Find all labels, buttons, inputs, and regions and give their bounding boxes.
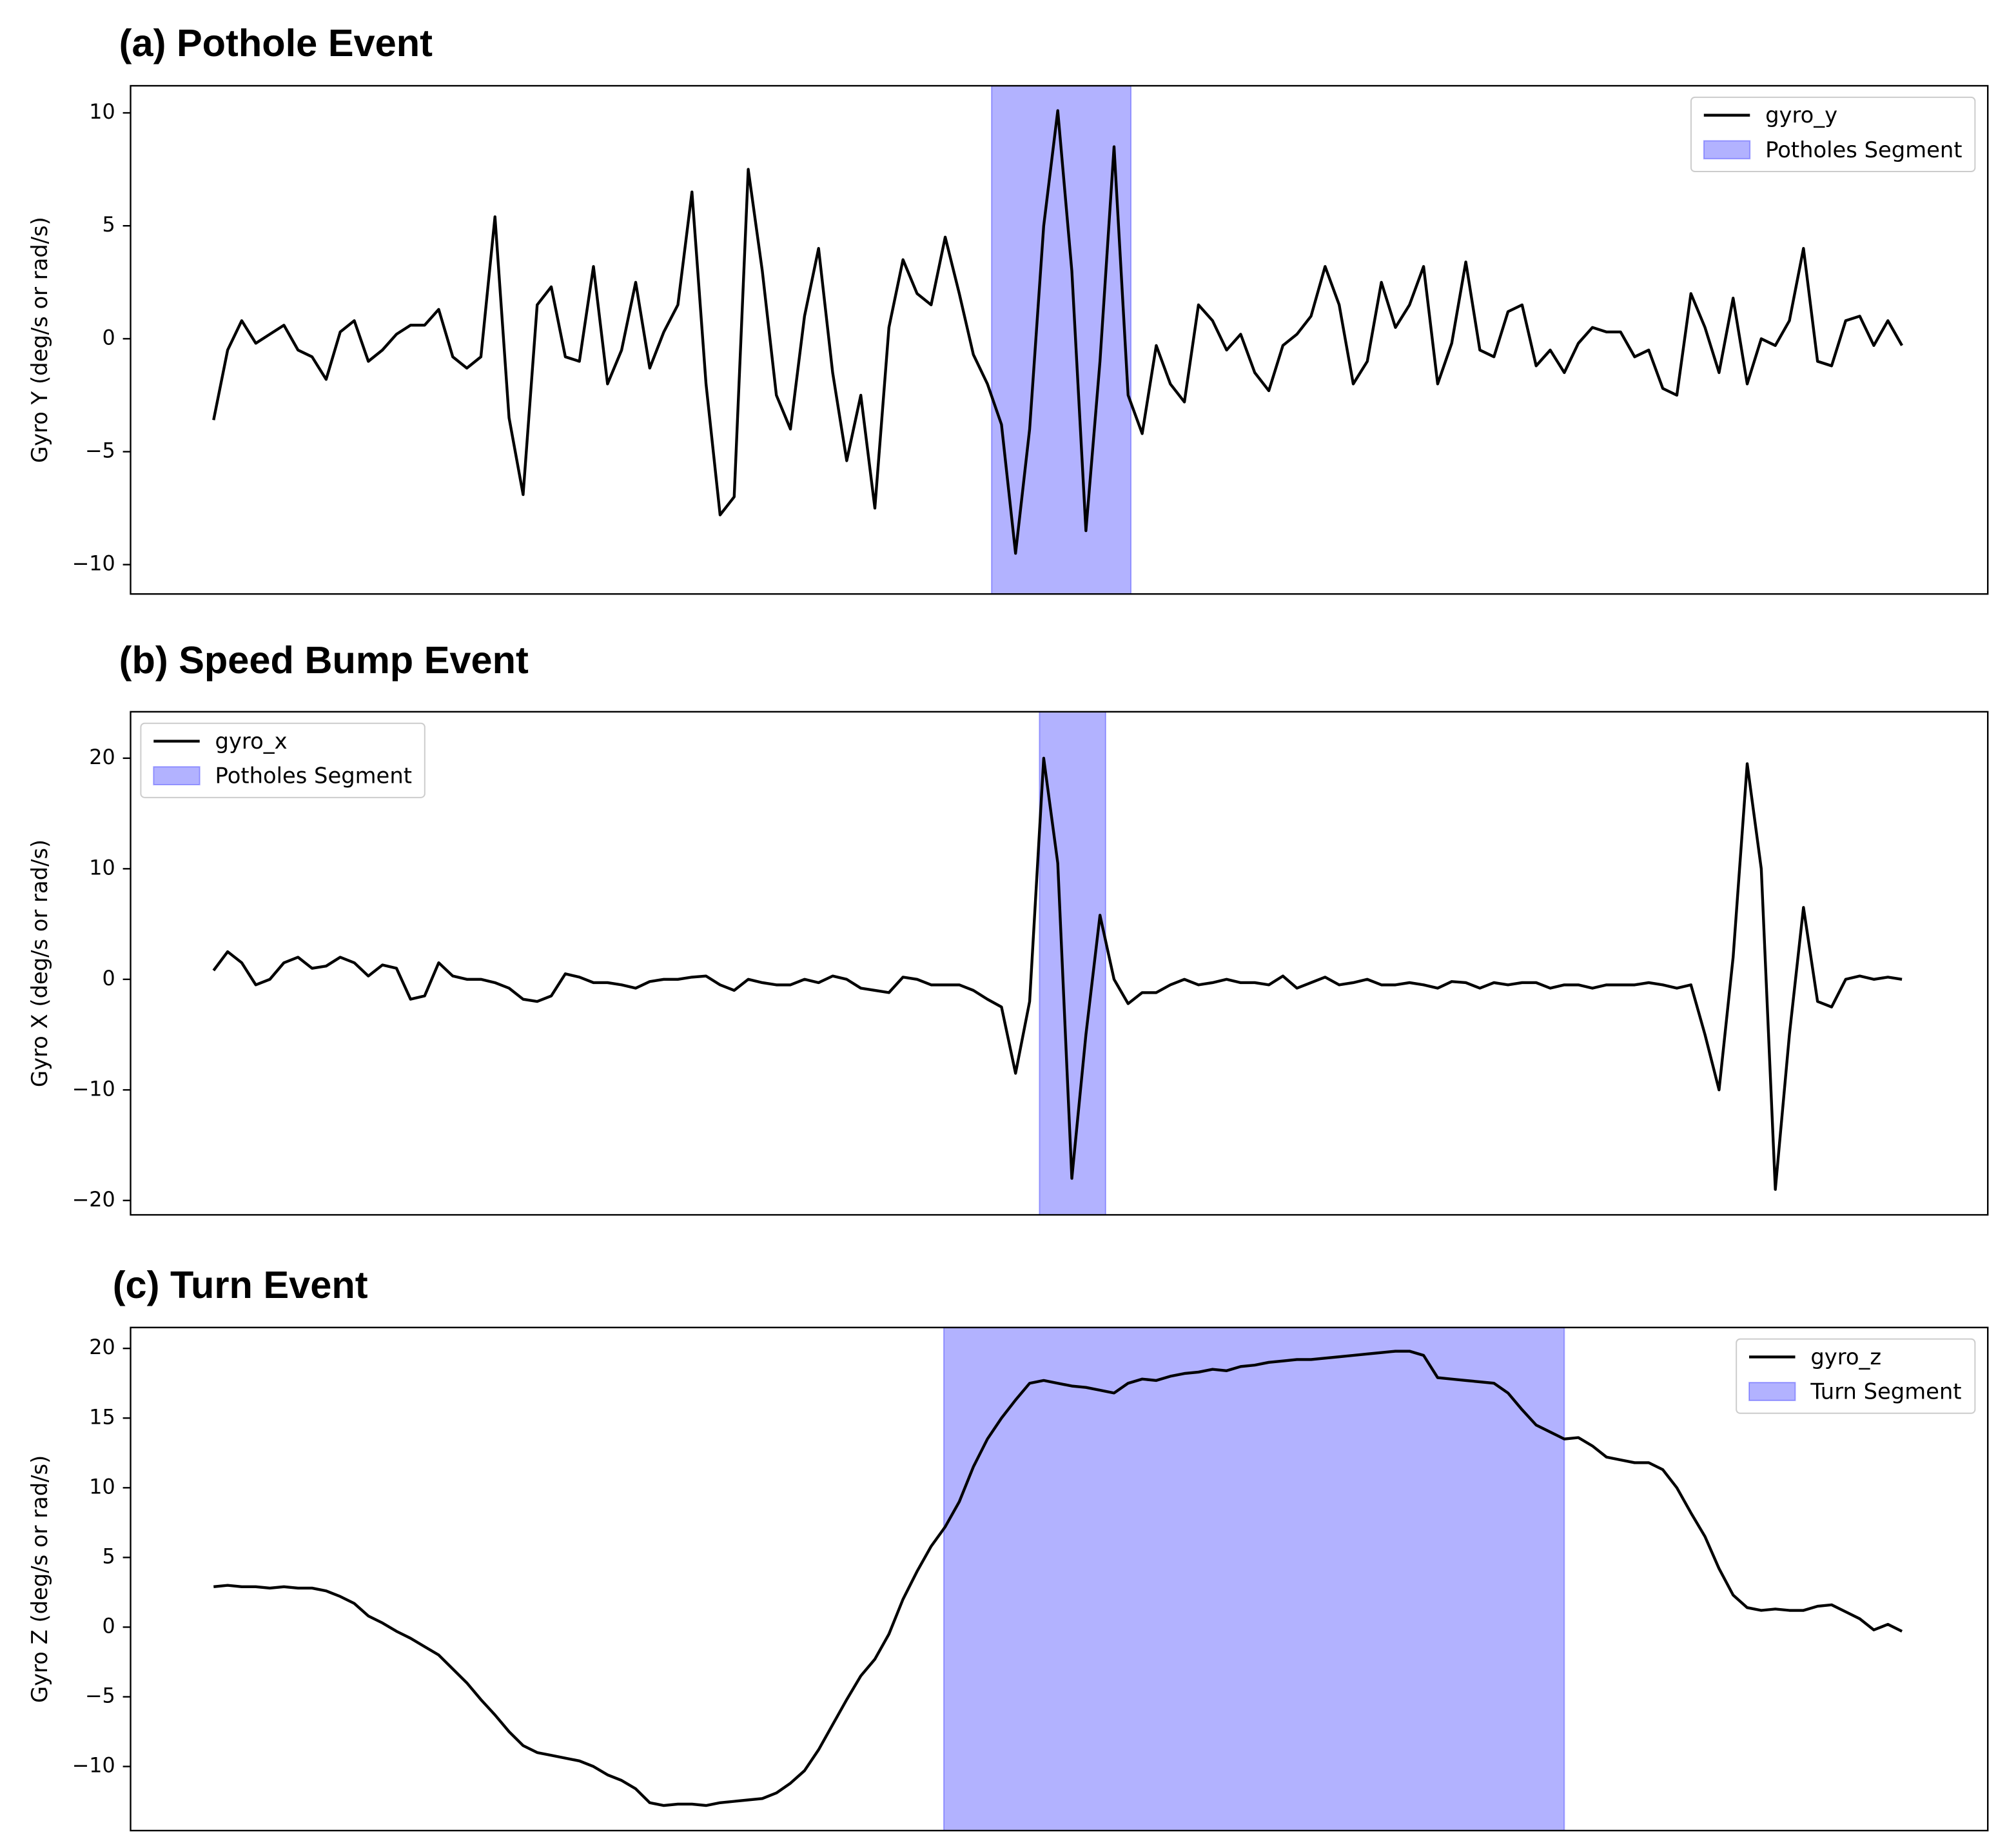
legend: gyro_x Potholes Segment <box>140 722 426 798</box>
y-tick-label: 10 <box>89 856 115 880</box>
plot-frame <box>130 711 1989 1216</box>
y-tick-label: 20 <box>89 746 115 769</box>
legend-label: Potholes Segment <box>215 763 412 789</box>
legend-label: Potholes Segment <box>1765 137 1962 162</box>
y-tick-label: 20 <box>89 1336 115 1359</box>
legend-label: gyro_z <box>1810 1344 1881 1370</box>
legend-swatch <box>153 766 201 785</box>
chart-title: (a) Pothole Event <box>119 21 433 64</box>
data-line <box>213 1350 1903 1807</box>
legend-label: Turn Segment <box>1810 1379 1961 1404</box>
legend-frame <box>1690 96 1976 173</box>
legend-frame <box>140 722 426 798</box>
data-line <box>212 756 1903 1191</box>
plot-frame <box>130 1326 1989 1832</box>
y-tick-label: 0 <box>102 1615 115 1638</box>
legend-swatch <box>1703 140 1751 160</box>
legend: gyro_y Potholes Segment <box>1690 96 1976 173</box>
legend-frame <box>1736 1338 1976 1414</box>
chart-title: (c) Turn Event <box>113 1263 368 1306</box>
y-tick-label: 0 <box>102 967 115 990</box>
plot-frame <box>130 84 1989 595</box>
highlight-span <box>991 85 1132 595</box>
y-tick-label: 5 <box>102 213 115 237</box>
y-axis-label: Gyro Z (deg/s or rad/s) <box>27 1455 52 1703</box>
y-axis-label: Gyro Y (deg/s or rad/s) <box>27 217 52 463</box>
chart-title: (b) Speed Bump Event <box>119 638 529 682</box>
y-tick-label: −10 <box>72 553 115 576</box>
y-tick-label: −10 <box>72 1077 115 1101</box>
y-tick-label: 15 <box>89 1406 115 1429</box>
chart-panel: (a) Pothole Event Gyro Y (deg/s or rad/s)… <box>27 21 1989 595</box>
chart-panel: (b) Speed Bump Event Gyro X (deg/s or rad… <box>27 638 1989 1216</box>
y-tick-label: 5 <box>102 1545 115 1568</box>
y-axis-label: Gyro X (deg/s or rad/s) <box>27 840 52 1087</box>
y-tick-label: −5 <box>85 439 115 462</box>
legend: gyro_z Turn Segment <box>1736 1338 1976 1414</box>
chart-panel: (c) Turn Event Gyro Z (deg/s or rad/s) −10… <box>27 1263 1989 1832</box>
y-tick-label: 10 <box>89 101 115 124</box>
legend-label: gyro_y <box>1765 103 1837 128</box>
legend-swatch <box>1748 1382 1796 1401</box>
y-tick-label: −5 <box>85 1685 115 1708</box>
y-tick-label: 0 <box>102 326 115 349</box>
y-tick-label: −20 <box>72 1188 115 1212</box>
y-tick-label: −10 <box>72 1755 115 1778</box>
legend-label: gyro_x <box>215 729 288 754</box>
y-tick-label: 10 <box>89 1475 115 1499</box>
data-line <box>212 109 1903 555</box>
highlight-span <box>943 1326 1565 1831</box>
